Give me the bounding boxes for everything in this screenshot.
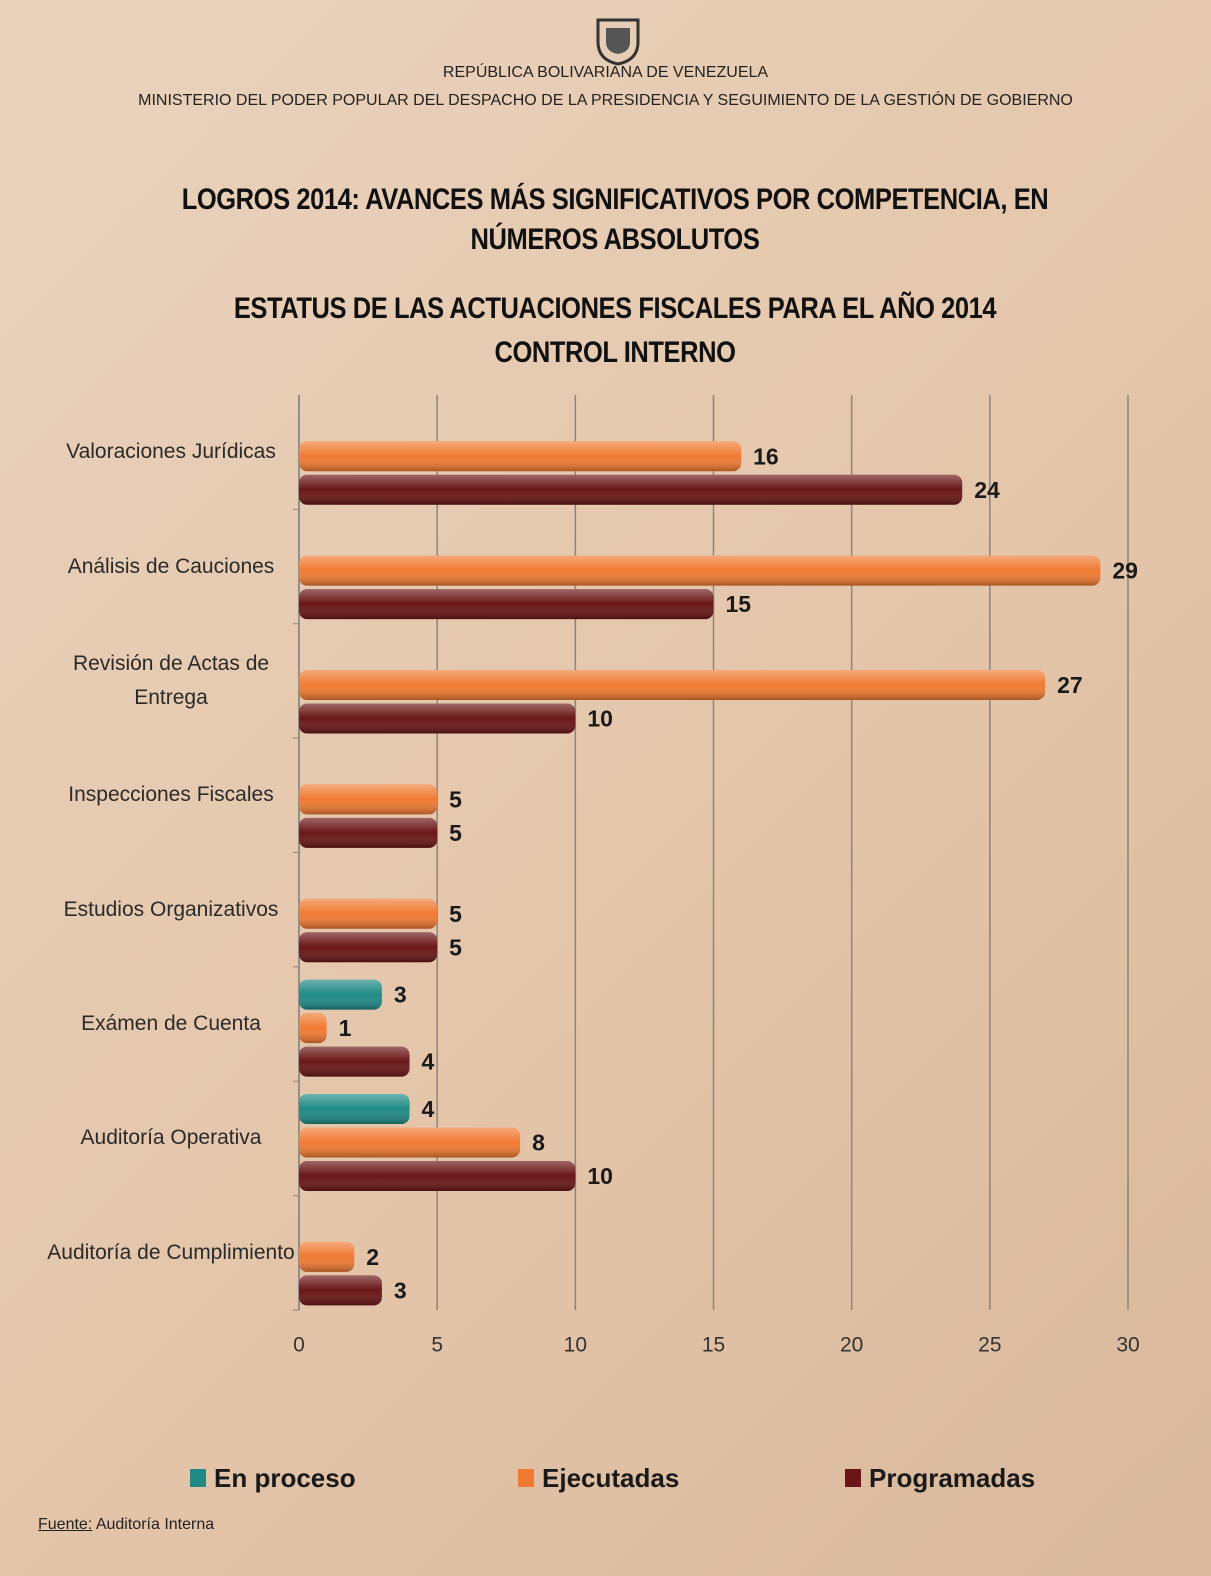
- bar-shade: [299, 932, 438, 963]
- legend-swatch: [518, 1469, 534, 1487]
- value-label: 29: [1112, 558, 1138, 584]
- legend-swatch: [190, 1469, 206, 1487]
- y-tick-label: Auditoría Operativa: [80, 1126, 262, 1150]
- bar-shade: [299, 898, 438, 929]
- bar-shade: [299, 669, 1046, 700]
- source: Fuente: Auditoría Interna: [38, 1516, 214, 1534]
- bar-shade: [299, 555, 1101, 586]
- value-label: 5: [449, 934, 462, 960]
- legend-label: En proceso: [214, 1463, 356, 1493]
- value-label: 16: [753, 443, 779, 469]
- value-label: 4: [422, 1096, 435, 1122]
- y-tick-label: Exámen de Cuenta: [81, 1012, 261, 1036]
- bar-shade: [299, 1046, 410, 1077]
- source-text: Auditoría Interna: [95, 1516, 215, 1533]
- bar-shade: [299, 1013, 327, 1044]
- y-tick-label: Auditoría de Cumplimiento: [47, 1240, 295, 1264]
- value-label: 1: [339, 1015, 352, 1041]
- bar-shade: [299, 1241, 355, 1272]
- x-tick-label: 0: [293, 1334, 305, 1357]
- bar-shade: [299, 817, 438, 848]
- y-tick-label: Análisis de Cauciones: [67, 554, 275, 578]
- x-tick-label: 10: [564, 1334, 587, 1357]
- coat-of-arms: [596, 18, 640, 66]
- bar-shade: [299, 474, 963, 505]
- value-label: 10: [587, 1163, 613, 1189]
- bar-shade: [299, 1093, 410, 1124]
- x-tick-label: 15: [702, 1334, 725, 1357]
- bar-shade: [299, 1127, 521, 1158]
- x-tick-label: 25: [978, 1334, 1001, 1357]
- bar-shade: [299, 1275, 382, 1306]
- legend-label: Programadas: [869, 1463, 1035, 1493]
- value-label: 5: [449, 820, 462, 846]
- y-tick-label: Revisión de Actas de Entrega: [72, 651, 270, 709]
- value-label: 10: [587, 706, 613, 732]
- value-label: 2: [366, 1244, 379, 1270]
- value-label: 8: [532, 1130, 545, 1156]
- legend-label: Ejecutadas: [542, 1463, 679, 1493]
- bar-shade: [299, 979, 382, 1010]
- x-tick-label: 5: [431, 1334, 443, 1357]
- value-label: 15: [726, 591, 752, 617]
- y-tick-label: Valoraciones Jurídicas: [66, 440, 276, 464]
- bar-shade: [299, 784, 438, 815]
- bar-shade: [299, 441, 742, 472]
- x-tick-label: 30: [1116, 1334, 1139, 1357]
- y-tick-label: Estudios Organizativos: [63, 897, 279, 921]
- bar-shade: [299, 703, 576, 734]
- value-label: 24: [974, 477, 1000, 503]
- y-tick-label: Inspecciones Fiscales: [68, 783, 274, 807]
- bar-shade: [299, 589, 714, 620]
- republic: REPÚBLICA BOLIVARIANA DE VENEZUELA: [442, 64, 769, 81]
- chart-title: LOGROS 2014: AVANCES MÁS SIGNIFICATIVOS …: [181, 183, 1049, 256]
- value-label: 4: [422, 1049, 435, 1075]
- value-label: 27: [1057, 672, 1083, 698]
- bar-shade: [299, 1160, 576, 1191]
- legend-swatch: [845, 1469, 861, 1487]
- value-label: 5: [449, 901, 462, 927]
- ministry: MINISTERIO DEL PODER POPULAR DEL DESPACH…: [138, 92, 1073, 109]
- chart-subtitle: ESTATUS DE LAS ACTUACIONES FISCALES PARA…: [233, 292, 997, 325]
- chart-subtitle: CONTROL INTERNO: [494, 336, 736, 369]
- value-label: 3: [394, 1277, 407, 1303]
- value-label: 3: [394, 982, 407, 1008]
- value-label: 5: [449, 786, 462, 812]
- source-label: Fuente:: [38, 1516, 93, 1533]
- x-tick-label: 20: [840, 1334, 863, 1357]
